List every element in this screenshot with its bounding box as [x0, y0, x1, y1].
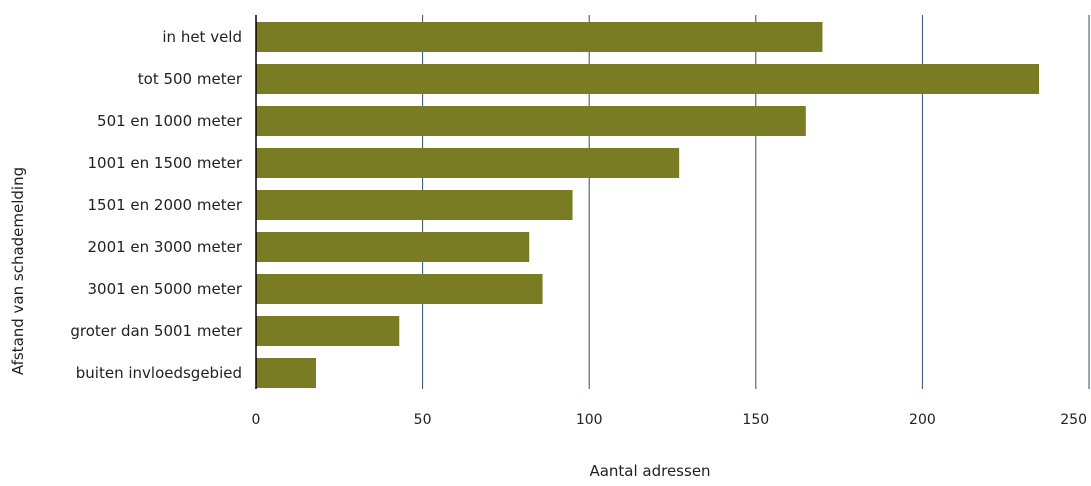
x-tick-label: 50	[414, 412, 432, 428]
category-label: in het veld	[162, 28, 242, 46]
x-tick-labels: 0 50 100 150 200 250	[252, 412, 1087, 428]
y-axis-title: Afstand van schademelding	[9, 167, 27, 375]
bar-3	[256, 106, 806, 136]
bar-5	[256, 190, 573, 220]
category-label: groter dan 5001 meter	[70, 322, 242, 340]
category-labels: in het veld tot 500 meter 501 en 1000 mete…	[70, 28, 242, 382]
category-label: buiten invloedsgebied	[76, 364, 242, 382]
bar-8	[256, 316, 400, 346]
category-label: 2001 en 3000 meter	[87, 238, 242, 256]
x-tick-label: 150	[742, 412, 769, 428]
x-axis-title: Aantal adressen	[589, 462, 710, 480]
bar-7	[256, 274, 543, 304]
bar-4	[256, 148, 680, 178]
bar-6	[256, 232, 530, 262]
bar-9	[256, 358, 316, 388]
bar-2	[256, 64, 1040, 94]
category-label: 1501 en 2000 meter	[87, 196, 242, 214]
category-label: tot 500 meter	[138, 70, 243, 88]
category-label: 1001 en 1500 meter	[87, 154, 242, 172]
category-label: 3001 en 5000 meter	[87, 280, 242, 298]
x-tick-label: 100	[576, 412, 603, 428]
x-tick-label: 250	[1060, 412, 1087, 428]
bars	[256, 22, 1040, 388]
x-tick-label: 200	[909, 412, 936, 428]
x-tick-label: 0	[252, 412, 261, 428]
bar-1	[256, 22, 823, 52]
category-label: 501 en 1000 meter	[97, 112, 243, 130]
